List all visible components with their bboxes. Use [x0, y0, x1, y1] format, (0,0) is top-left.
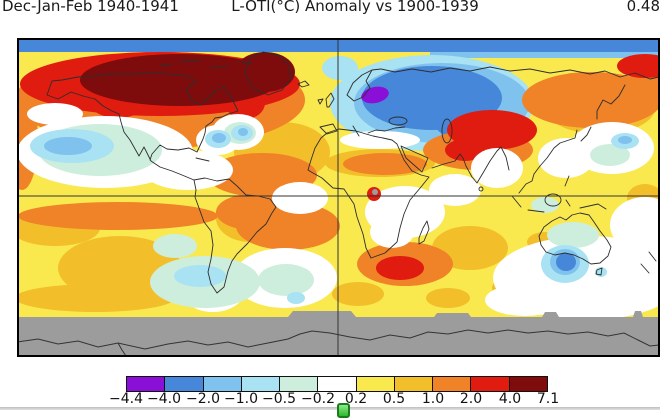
colorbar-segment — [355, 376, 395, 392]
colorbar-tick: 0.5 — [382, 391, 406, 407]
colorbar-tick: 2.0 — [459, 391, 483, 407]
colorbar-tick: 4.0 — [498, 391, 522, 407]
period-label: Dec-Jan-Feb 1940-1941 — [2, 0, 179, 15]
colorbar-segment — [432, 376, 472, 392]
colorbar-tick: 7.1 — [536, 391, 560, 407]
colorbar-segment — [126, 376, 166, 392]
colorbar-segment — [164, 376, 204, 392]
time-slider-thumb[interactable] — [337, 403, 350, 418]
colorbar-tick: −4.0 — [147, 391, 181, 407]
colorbar-segment — [240, 376, 281, 392]
colorbar-tick: −1.0 — [224, 391, 258, 407]
colorbar-tick: −2.0 — [186, 391, 220, 407]
colorbar-segment — [393, 376, 434, 392]
time-slider-track[interactable] — [0, 407, 660, 410]
world-map-svg[interactable] — [6, 38, 660, 357]
colorbar-tick: −0.5 — [262, 391, 296, 407]
map-frame — [17, 38, 660, 357]
colorbar-legend — [126, 376, 548, 392]
colorbar-tick: −4.4 — [109, 391, 143, 407]
neutral-cool-blobs — [17, 103, 660, 320]
colorbar-segment — [317, 376, 357, 392]
mean-anomaly-value: 0.48 — [626, 0, 660, 15]
coastlines — [46, 51, 660, 294]
colorbar-tick: 0.2 — [344, 391, 368, 407]
colorbar-tick: −0.2 — [301, 391, 335, 407]
colorbar-segment — [279, 376, 319, 392]
page-title: L-OTI(°C) Anomaly vs 1900-1939 — [231, 0, 479, 15]
colorbar-segment — [508, 376, 548, 392]
anomaly-map[interactable] — [6, 38, 660, 357]
colorbar-segment — [470, 376, 510, 392]
colorbar-segment — [202, 376, 242, 392]
colorbar-tick: 1.0 — [421, 391, 445, 407]
red-anomaly-blobs — [20, 52, 660, 280]
header: Dec-Jan-Feb 1940-1941 L-OTI(°C) Anomaly … — [0, 0, 660, 16]
grid-lines — [17, 38, 660, 357]
